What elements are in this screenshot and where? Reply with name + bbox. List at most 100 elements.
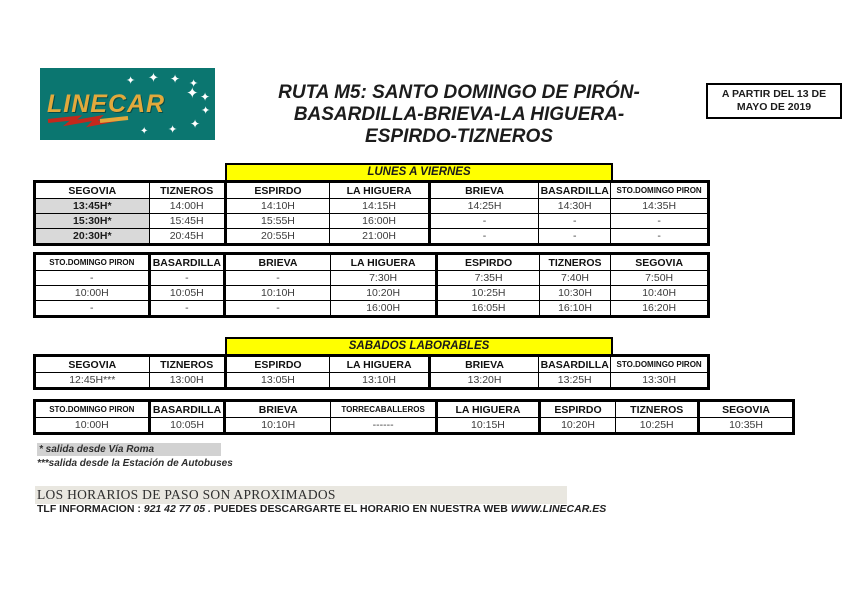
star-icon: ✦ [140, 126, 149, 137]
col-header-la-higuera: LA HIGUERA [329, 181, 430, 199]
time-cell: 10:00H [34, 417, 150, 434]
time-cell: - [427, 213, 540, 229]
time-cell: 10:10H [223, 417, 331, 434]
col-header-brieva: BRIEVA [427, 355, 540, 373]
col-header-basardilla: BASARDILLA [538, 181, 612, 199]
time-cell: - [223, 270, 331, 286]
col-header-segovia: SEGOVIA [34, 181, 150, 199]
col-header-la-higuera: LA HIGUERA [329, 253, 438, 271]
time-cell: 14:25H [427, 198, 540, 214]
time-cell: - [610, 228, 709, 245]
time-cell: 10:15H [435, 417, 540, 434]
time-cell: 21:00H [329, 228, 430, 245]
time-cell: - [223, 300, 331, 317]
star-icon: ✦ [186, 85, 199, 102]
time-cell: 20:30H* [34, 228, 150, 245]
time-cell: 7:30H [329, 270, 438, 286]
table-weekday-return: STO.DOMINGO PIRON BASARDILLA BRIEVA LA HIGU… [33, 252, 710, 318]
time-cell: 13:30H [610, 372, 709, 389]
time-cell: 10:25H [435, 285, 540, 301]
star-icon: ✦ [148, 70, 159, 85]
timetable-row: - - -16:00H 16:05H 16:10H 16:20H [34, 300, 709, 317]
timetable-row: 12:45H*** 13:00H 13:05H 13:10H 13:20H 13:25H 1… [34, 372, 709, 389]
col-header-basardilla: BASARDILLA [538, 355, 612, 373]
time-cell: 10:25H [615, 417, 700, 434]
footnote-via-roma: * salida desde Vía Roma [37, 443, 221, 456]
time-cell: 16:00H [329, 300, 438, 317]
table-saturday-outbound: SEGOVIA TIZNEROS ESPIRDO LA HIGUERA BRIEVA BA… [33, 354, 710, 390]
header-row: SEGOVIA TIZNEROS ESPIRDO LA HIGUERA BRIEVA BA… [34, 355, 709, 373]
time-cell: 10:30H [538, 285, 612, 301]
col-header-la-higuera: LA HIGUERA [435, 400, 540, 418]
col-header-sto-domingo-piron: STO.DOMINGO PIRON [610, 355, 709, 373]
route-title-line2: BASARDILLA-BRIEVA-LA HIGUERA- [293, 104, 625, 125]
time-cell: 13:10H [329, 372, 430, 389]
time-cell: - [34, 270, 150, 286]
star-icon: ✦ [190, 117, 201, 131]
footer-website-link: WWW.LINECAR.ES [510, 503, 607, 515]
time-cell: 7:40H [538, 270, 612, 286]
time-cell: 14:35H [610, 198, 709, 214]
time-cell: - [147, 270, 226, 286]
col-header-tizneros: TIZNEROS [148, 181, 226, 199]
time-cell: - [538, 228, 612, 245]
timetable-row: 20:30H* 20:45H 20:55H 21:00H - - - [34, 228, 709, 245]
col-header-segovia: SEGOVIA [610, 253, 709, 271]
time-cell: 10:05H [147, 285, 226, 301]
time-cell: 10:20H [329, 285, 438, 301]
time-cell: 16:10H [538, 300, 612, 317]
col-header-espirdo: ESPIRDO [435, 253, 540, 271]
time-cell: 20:55H [223, 228, 331, 245]
time-cell: 13:25H [538, 372, 612, 389]
time-cell: 15:45H [148, 213, 226, 229]
time-cell: 13:45H* [34, 198, 150, 214]
time-cell: 12:45H*** [34, 372, 150, 389]
timetable-row: 13:45H* 14:00H 14:10H 14:15H 14:25H 14:30H 14:… [34, 198, 709, 214]
time-cell: ------ [329, 417, 438, 434]
header-row: STO.DOMINGO PIRON BASARDILLA BRIEVA LA HIGU… [34, 253, 709, 271]
col-header-basardilla: BASARDILLA [147, 400, 226, 418]
col-header-basardilla: BASARDILLA [147, 253, 226, 271]
time-cell: 10:20H [537, 417, 617, 434]
linecar-logo: LINECAR ✦ ✦ ✦ ✦ ✦ ✦ ✦ ✦ ✦ ✦ [40, 68, 215, 140]
time-cell: 16:05H [435, 300, 540, 317]
time-cell: 15:55H [223, 213, 331, 229]
route-title: RUTA M5: SANTO DOMINGO DE PIRÓN- BASARDI… [228, 82, 690, 148]
col-header-segovia: SEGOVIA [34, 355, 150, 373]
time-cell: 20:45H [148, 228, 226, 245]
time-cell: 13:00H [148, 372, 226, 389]
col-header-la-higuera: LA HIGUERA [329, 355, 430, 373]
time-cell: 10:10H [223, 285, 331, 301]
col-header-brieva: BRIEVA [223, 253, 331, 271]
time-cell: - [610, 213, 709, 229]
time-cell: 7:50H [610, 270, 709, 286]
footer-phone: 921 42 77 05 . [143, 503, 211, 515]
time-cell: 14:00H [148, 198, 226, 214]
col-header-brieva: BRIEVA [223, 400, 331, 418]
time-cell: 14:30H [538, 198, 612, 214]
route-title-line3: ESPIRDO-TIZNEROS [365, 126, 553, 147]
header-row: SEGOVIA TIZNEROS ESPIRDO LA HIGUERA BRIEVA BA… [34, 181, 709, 199]
time-cell: 14:10H [223, 198, 331, 214]
col-header-sto-domingo-piron: STO.DOMINGO PIRON [34, 253, 150, 271]
time-cell: - [427, 228, 540, 245]
col-header-espirdo: ESPIRDO [223, 355, 331, 373]
time-cell: - [147, 300, 226, 317]
timetable-row: 10:00H 10:05H 10:10H 10:20H 10:25H 10:30H 10:4… [34, 285, 709, 301]
footer-contact-line: TLF INFORMACION : 921 42 77 05 . PUEDES … [37, 503, 606, 515]
col-header-segovia: SEGOVIA [697, 400, 794, 418]
time-cell: 10:35H [697, 417, 794, 434]
time-cell: 13:20H [427, 372, 540, 389]
validity-box: A PARTIR DEL 13 DE MAYO DE 2019 [706, 83, 842, 119]
table-saturday-return: STO.DOMINGO PIRON BASARDILLA BRIEVA TORRECA… [33, 399, 795, 435]
time-cell: - [538, 213, 612, 229]
time-cell: - [34, 300, 150, 317]
col-header-brieva: BRIEVA [427, 181, 540, 199]
star-icon: ✦ [168, 124, 178, 136]
col-header-tizneros: TIZNEROS [538, 253, 612, 271]
col-header-tizneros: TIZNEROS [615, 400, 700, 418]
time-cell: 7:35H [435, 270, 540, 286]
header-row: STO.DOMINGO PIRON BASARDILLA BRIEVA TORRECA… [34, 400, 794, 418]
col-header-tizneros: TIZNEROS [148, 355, 226, 373]
